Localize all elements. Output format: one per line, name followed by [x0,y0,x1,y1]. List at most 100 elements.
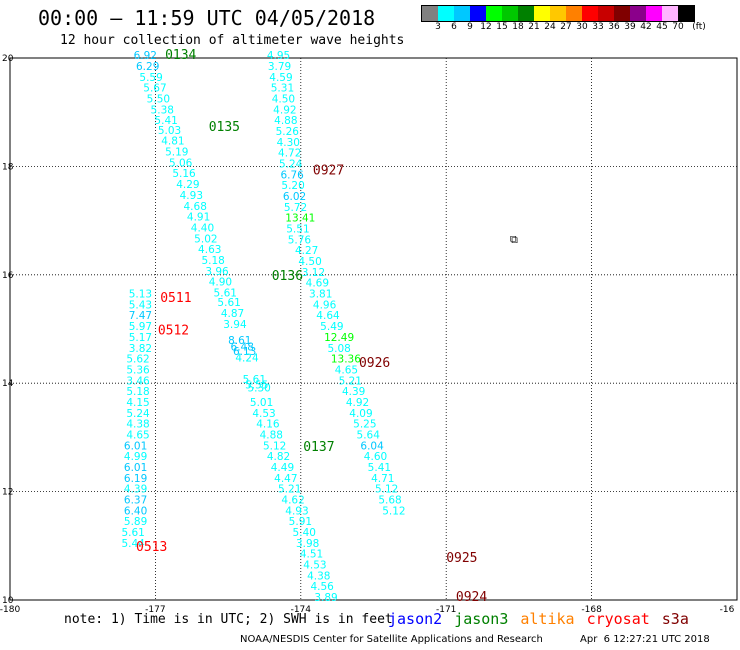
altimeter-track: 5.135.437.475.975.173.825.625.363.465.18… [121,289,152,550]
color-scale-label: 30 [576,22,588,32]
wave-height-value: 5.06 [169,157,193,169]
color-swatch [582,6,598,21]
wave-height-value: 5.21 [278,484,301,496]
credit-line: NOAA/NESDIS Center for Satellite Applica… [240,634,543,645]
pass-id-label: 0925 [446,551,477,566]
wave-height-value: 4.91 [187,212,210,224]
wave-height-value: 6.01 [124,440,147,452]
color-scale-labels: 3 6 9 12 15 18 21 24 27 30 33 36 39 42 45 70 (ft) [421,22,739,34]
map-frame [9,57,738,601]
wave-height-value: 5.89 [124,516,147,528]
wave-height-value: 4.65 [126,429,149,441]
color-swatch [518,6,534,21]
track-id-labels: 0134 0135 0136 0137 0927 0926 0925 0924 0511 0512… [136,48,487,605]
color-scale-label: 70 [672,22,684,32]
latitude-tick-label: 10 [2,596,14,606]
latitude-tick-label: 16 [2,271,14,281]
wave-height-value: 5.97 [129,321,152,333]
wave-height-value: 6.37 [124,495,147,507]
wave-height-value: 4.88 [274,115,297,127]
wave-height-value: 5.16 [172,168,196,180]
wave-height-value: 5.12 [375,484,398,496]
wave-height-value: 4.93 [180,190,203,202]
wave-height-value: 4.38 [126,419,149,431]
wave-height-value: 5.40 [293,527,316,539]
units-note: note: 1) Time is in UTC; 2) SWH is in fe… [64,612,393,627]
satellite-legend-entry: s3a [661,610,689,628]
satellite-legend-entry: cryosat [586,610,650,628]
wave-height-value: 13.36 [331,354,361,366]
pass-id-label: 0924 [456,590,487,605]
wave-height-value: 5.62 [126,354,149,366]
wave-height-value: 5.24 [126,408,150,420]
wave-height-value: 6.40 [124,505,147,517]
wave-height-value: 4.99 [124,451,147,463]
wave-height-value: 5.17 [129,332,152,344]
wave-height-value: 4.93 [285,505,308,517]
wave-height-value: 4.56 [310,581,334,593]
wave-height-value: 3.79 [268,61,291,73]
color-scale-label: 21 [528,22,540,32]
wave-height-value: 4.69 [306,278,329,290]
wave-height-value: 4.50 [298,256,321,268]
color-scale-label: 42 [640,22,652,32]
wave-height-value: 6.92 [134,50,157,62]
color-scale-unit: (ft) [692,22,706,32]
wave-height-value: 6.48 [231,342,254,354]
wave-height-value: 4.39 [124,484,147,496]
color-swatch [662,6,678,21]
island-marker: ⧉ [510,233,518,246]
color-swatch [502,6,518,21]
wave-height-value: 5.36 [126,364,150,376]
wave-height-value: 5.51 [286,224,309,236]
map-grid [9,57,738,601]
wave-height-value: 4.30 [277,137,300,149]
wave-height-value: 5.12 [263,440,286,452]
color-swatch [566,6,582,21]
altimeter-track: 6.926.295.595.675.505.385.415.034.815.19… [134,50,271,394]
wave-height-value: 3.96 [205,266,229,278]
wave-height-value: 4.40 [191,222,214,234]
wave-height-value: 5.18 [126,386,149,398]
wave-height-value: 5.50 [147,93,170,105]
color-swatch [550,6,566,21]
color-scale-label: 27 [560,22,572,32]
altimeter-track: 5.014.534.164.885.124.824.494.475.214.62… [250,397,338,604]
latitude-tick-label: 12 [2,488,13,498]
wave-height-value: 12.49 [324,332,354,344]
wave-height-value: 5.19 [165,147,188,159]
color-scale-label: 12 [480,22,492,32]
color-swatch [614,6,630,21]
wave-height-value: 4.24 [235,353,259,365]
wave-height-value: 4.27 [295,245,318,257]
wave-height-value: 5.38 [151,104,174,116]
satellite-legend-entry: jason3 [454,610,509,628]
generation-timestamp: Apr 6 12:27:21 UTC 2018 [580,634,710,645]
wave-height-value: 3.94 [223,319,247,331]
page-subtitle: 12 hour collection of altimeter wave hei… [60,33,405,48]
wave-height-value: 5.49 [320,321,343,333]
wave-height-value: 4.60 [364,451,387,463]
wave-height-value: 4.71 [371,473,394,485]
color-swatch [438,6,454,21]
wave-height-value: 4.65 [335,364,358,376]
wave-height-value: 3.98 [296,538,319,550]
satellite-legend-entry: altika [520,610,575,628]
wave-height-value: 5.72 [284,202,307,214]
wave-height-value: 6.13 [233,346,256,358]
wave-height-value: 4.16 [256,419,280,431]
wave-height-value: 3.46 [126,375,150,387]
wave-height-value: 4.49 [271,462,294,474]
wave-height-value: 4.53 [303,560,326,572]
wave-height-value: 5.91 [289,516,312,528]
wave-height-value: 5.61 [243,374,266,386]
wave-height-value: 4.95 [267,50,290,62]
color-scale-label: 9 [467,22,473,32]
pass-id-label: 0134 [165,48,196,63]
wave-height-value: 8.61 [228,335,251,347]
latitude-tick-label: 18 [2,162,14,172]
wave-height-value: 5.59 [139,72,162,84]
wave-height-value: 5.64 [357,429,381,441]
wave-height-value: 6.02 [283,191,306,203]
